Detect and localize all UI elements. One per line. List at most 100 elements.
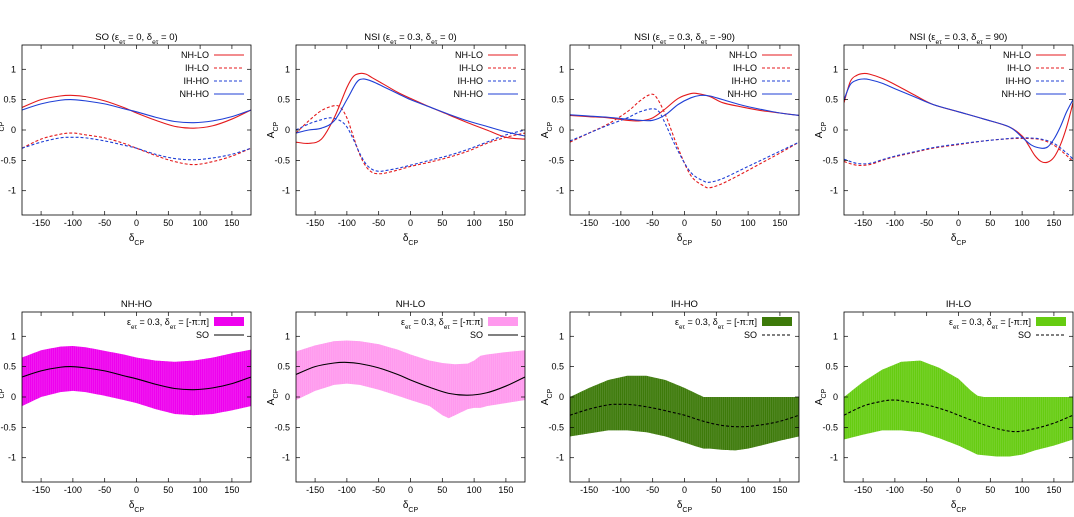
series-ih-ho-line — [570, 108, 799, 183]
x-axis-label: δCP — [129, 500, 145, 514]
x-tick-label: -100 — [64, 485, 82, 495]
series-ih-lo-line — [22, 132, 251, 166]
x-tick-label: 0 — [956, 485, 961, 495]
x-tick-label: 100 — [1015, 218, 1030, 228]
legend-swatch — [762, 317, 792, 326]
x-tick-label: -150 — [854, 218, 872, 228]
chart-title: SO (εeτ = 0, δeτ = 0) — [95, 32, 177, 46]
legend-label: IH-HO — [732, 76, 758, 86]
x-tick-label: -150 — [306, 218, 324, 228]
x-tick-label: 150 — [1046, 218, 1061, 228]
x-tick-label: -50 — [920, 218, 933, 228]
y-tick-label: 0 — [11, 125, 16, 135]
x-tick-label: 50 — [711, 485, 721, 495]
y-tick-label: -1 — [556, 453, 564, 463]
y-axis-label: ACP — [0, 121, 6, 138]
x-tick-label: 0 — [408, 218, 413, 228]
x-tick-label: 100 — [193, 218, 208, 228]
x-tick-label: 150 — [772, 485, 787, 495]
series-ih-ho-line — [844, 137, 1073, 165]
series-so-line — [22, 366, 251, 391]
x-tick-label: 150 — [498, 485, 513, 495]
x-tick-label: -100 — [886, 218, 904, 228]
legend-label: NH-HO — [454, 89, 484, 99]
panel-4: NSI (εeτ = 0.3, δeτ = 90) -150 -100 -50 0 50 1… — [814, 32, 1074, 247]
y-tick-label: -0.5 — [0, 422, 16, 432]
x-tick-label: 100 — [741, 218, 756, 228]
x-tick-label: -50 — [98, 218, 111, 228]
panel-3: NSI (εeτ = 0.3, δeτ = -90) -150 -100 -50 0 50… — [540, 32, 800, 247]
y-tick-label: 1 — [11, 64, 16, 74]
y-tick-label: -1 — [556, 186, 564, 196]
legend-label: εeτ = 0.3, δeτ = [-π:π] — [401, 317, 483, 331]
band-area — [570, 375, 799, 451]
y-tick-label: 0 — [285, 392, 290, 402]
y-tick-label: -1 — [830, 186, 838, 196]
y-tick-label: -0.5 — [822, 155, 838, 165]
x-tick-label: 150 — [224, 485, 239, 495]
x-tick-label: 100 — [1015, 485, 1030, 495]
legend: NH-LO IH-LO IH-HO NH-HO — [728, 50, 792, 99]
chart-title: NSI (εeτ = 0.3, δeτ = 0) — [364, 32, 456, 46]
legend: NH-LO IH-LO IH-HO NH-HO — [454, 50, 518, 99]
x-tick-label: 50 — [985, 485, 995, 495]
y-tick-label: 0.5 — [825, 95, 838, 105]
y-tick-label: 1 — [285, 64, 290, 74]
legend-label: SO — [196, 330, 209, 340]
y-tick-label: -1 — [8, 453, 16, 463]
y-tick-label: 0.5 — [3, 95, 16, 105]
y-tick-label: 0.5 — [551, 95, 564, 105]
panel-2: NSI (εeτ = 0.3, δeτ = 0)-150 -100 -50 0 50 10… — [266, 32, 526, 247]
x-tick-label: -100 — [612, 218, 630, 228]
panel-5: NH-HO -150 -100 -50 0 50 100 150 1 0.5 0 -0.5 -1 δCP A… — [0, 299, 252, 514]
legend-label: NH-HO — [180, 89, 210, 99]
x-tick-label: 100 — [741, 485, 756, 495]
x-axis-label: δCP — [129, 233, 145, 247]
band-stripes — [22, 346, 251, 416]
x-axis-label: δCP — [677, 233, 693, 247]
x-tick-label: 100 — [467, 218, 482, 228]
y-tick-label: 0.5 — [825, 362, 838, 372]
x-tick-label: -100 — [338, 218, 356, 228]
x-tick-label: -150 — [32, 485, 50, 495]
plot-frame — [843, 44, 1074, 216]
x-tick-label: -50 — [372, 218, 385, 228]
band-area — [844, 360, 1073, 457]
panel-6: NH-LO -150 -100 -50 0 50 100 150 1 0.5 0 -0.5 -1 δCP A… — [266, 299, 526, 514]
legend: εeτ = 0.3, δeτ = [-π:π]SO — [127, 317, 244, 340]
x-tick-label: -150 — [32, 218, 50, 228]
x-tick-label: 50 — [163, 218, 173, 228]
legend-label: NH-LO — [1003, 50, 1031, 60]
x-tick-label: 150 — [1046, 485, 1061, 495]
series-so-line — [296, 361, 525, 396]
series-nh-lo-line — [570, 92, 799, 122]
legend-swatch — [1036, 317, 1066, 326]
y-tick-label: -1 — [282, 453, 290, 463]
band-stripes — [296, 340, 525, 419]
legend-swatch — [488, 317, 518, 326]
y-tick-label: -0.5 — [548, 155, 564, 165]
y-tick-label: 0 — [559, 392, 564, 402]
y-tick-label: 1 — [833, 64, 838, 74]
x-tick-label: 50 — [711, 218, 721, 228]
series-nh-ho-line — [296, 78, 525, 137]
y-tick-label: -1 — [830, 453, 838, 463]
legend-label: SO — [1018, 330, 1031, 340]
legend-label: IH-HO — [184, 76, 210, 86]
y-tick-label: 0.5 — [3, 362, 16, 372]
chart-title: NH-LO — [396, 299, 426, 310]
y-axis-label: ACP — [814, 388, 828, 405]
x-tick-label: 0 — [134, 485, 139, 495]
legend: εeτ = 0.3, δeτ = [-π:π]SO — [949, 317, 1066, 340]
y-tick-label: 0 — [559, 125, 564, 135]
band-area — [22, 346, 251, 416]
panel-7: IH-HO -150 -100 -50 0 50 100 150 1 0.5 0 -0.5 -1 δCP A… — [540, 299, 800, 514]
chart-title: NSI (εeτ = 0.3, δeτ = -90) — [634, 32, 735, 46]
legend: NH-LO IH-LO IH-HO NH-HO — [180, 50, 244, 99]
x-tick-label: -150 — [580, 218, 598, 228]
x-tick-label: -100 — [64, 218, 82, 228]
x-tick-label: 0 — [134, 218, 139, 228]
legend-label: SO — [744, 330, 757, 340]
series-nh-ho-line — [22, 99, 251, 124]
